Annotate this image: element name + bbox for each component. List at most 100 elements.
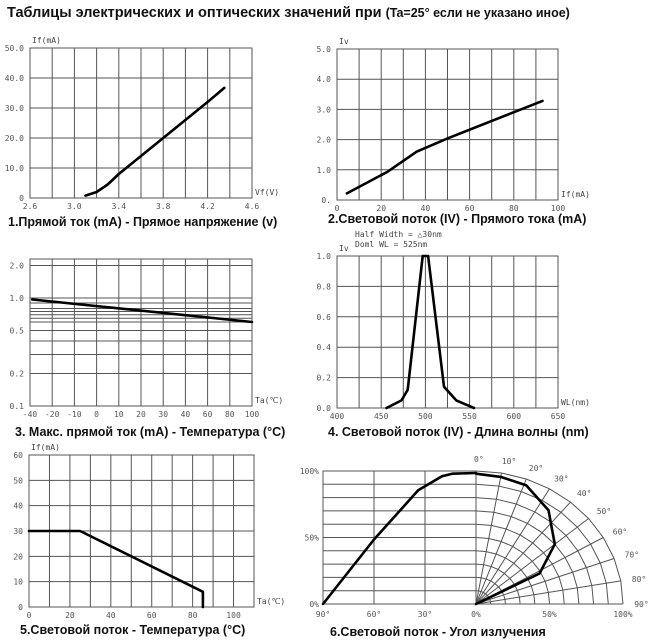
y-axis-label: If(mA): [32, 36, 61, 45]
title-condition: (Ta=25° если не указано иное): [386, 6, 570, 20]
series-line-left: [321, 471, 478, 606]
y-tick-label: 0.2: [317, 374, 332, 383]
angle-label: 70°: [625, 550, 639, 559]
x-tick-label: 550: [462, 412, 477, 421]
polar-ring: [475, 470, 624, 605]
y-tick-label: 2.0: [317, 136, 332, 145]
y-tick-label: 0.2: [10, 370, 25, 379]
y-tick-label: 0: [19, 194, 24, 203]
y-tick-label: 0.5: [10, 327, 25, 336]
y-tick-label: 10: [13, 578, 23, 587]
angle-label: 50°: [597, 507, 611, 516]
x-tick-label: 80: [509, 204, 519, 213]
y-tick-label: 30.0: [5, 104, 24, 113]
annotation: Doml WL = 525nm: [355, 240, 427, 249]
y-tick-label: 1.0: [317, 166, 332, 175]
y-tick-label: 0: [18, 603, 23, 612]
series-line: [345, 99, 544, 195]
x-axis-label: WL(nm): [561, 398, 590, 407]
polar-ring: [475, 563, 521, 605]
y-tick-label: 40.0: [5, 74, 24, 83]
polar-ring: [475, 510, 580, 605]
y-tick-label: 50%: [305, 534, 320, 543]
x-tick-label: 100: [245, 410, 260, 419]
angle-label: 20°: [529, 464, 543, 473]
polar-ring: [475, 497, 595, 605]
x-tick-label: 10: [114, 410, 124, 419]
radial-tick-label: 50%: [542, 610, 557, 619]
y-tick-label: 1.0: [10, 294, 25, 303]
y-tick-label: 20.0: [5, 134, 24, 143]
series-line: [30, 298, 254, 324]
y-tick-label: 0%: [309, 600, 319, 609]
y-tick-label: 50: [13, 476, 23, 485]
series-line: [27, 529, 205, 609]
chart-3: -40 -20 -10 0 10 20 30 40 60 80 100 0.1 0.2 0.5 1.0 2.0…: [10, 258, 285, 439]
chart-caption: 4. Световой поток (IV) - Длина волны (nm…: [328, 425, 589, 439]
chart-caption: 6.Световой поток - Угол излучения: [330, 625, 546, 639]
annotation: Half Width = △30nm: [355, 230, 442, 239]
angle-label: 0°: [474, 455, 484, 464]
x-tick-label: 30: [158, 410, 168, 419]
y-tick-label: 0.4: [317, 343, 332, 352]
polar-ring: [475, 523, 565, 605]
x-tick-label: 60°: [367, 610, 381, 619]
y-tick-label: 1.0: [317, 252, 332, 261]
y-tick-label: 0.8: [317, 282, 332, 291]
x-tick-label: 3.8: [156, 202, 171, 211]
series-line: [84, 86, 226, 197]
y-tick-label: 0.0: [317, 404, 332, 413]
x-tick-label: 20: [136, 410, 146, 419]
x-tick-label: 20: [65, 611, 75, 620]
x-tick-label: 600: [507, 412, 522, 421]
x-axis-label: Vf(V): [255, 188, 279, 197]
x-tick-label: 2.6: [23, 202, 38, 211]
angle-label: 90°: [634, 600, 648, 609]
chart-caption: 3. Макс. прямой ток (mA) - Температура (…: [15, 425, 285, 439]
y-tick-label: 4.0: [317, 75, 332, 84]
x-axis-label: Ta(℃): [257, 597, 285, 606]
x-tick-label: 0: [335, 204, 340, 213]
chart-4: 400 450 500 550 600 650 0.0 0.2 0.4 0.6 0.8 1.0 Iv WL…: [317, 230, 590, 439]
y-tick-label: 60: [13, 451, 23, 460]
chart-6: 100%50%0%90° 60° 30°0° 10°20°30°40°50°60°70…: [300, 455, 649, 639]
y-tick-label: 30: [13, 527, 23, 536]
radial-tick-label: 0%: [471, 610, 481, 619]
y-tick-label: 5.0: [317, 45, 332, 54]
x-tick-label: 80: [225, 410, 235, 419]
x-tick-label: -20: [45, 410, 60, 419]
radial-tick-label: 100%: [613, 610, 632, 619]
y-tick-label: 10.0: [5, 164, 24, 173]
x-tick-label: 60: [203, 410, 213, 419]
x-tick-label: 0: [94, 410, 99, 419]
y-tick-label: 0.6: [317, 313, 332, 322]
x-tick-label: 40: [421, 204, 431, 213]
x-tick-label: 0: [27, 611, 32, 620]
angle-label: 60°: [613, 528, 627, 537]
chart-caption: 2.Световой поток (IV) - Прямого тока (mA…: [328, 212, 586, 226]
polar-ring: [475, 483, 609, 605]
x-tick-label: 90°: [316, 610, 330, 619]
chart-5: 0 20 40 60 80 100 0 10 20 30 40 50 60 If(mA) Ta(℃) 5.Св…: [13, 443, 285, 637]
x-tick-label: 40: [181, 410, 191, 419]
angle-label: 80°: [632, 575, 646, 584]
x-tick-label: 30°: [418, 610, 432, 619]
x-tick-label: 400: [330, 412, 345, 421]
polar-ring: [475, 537, 550, 605]
x-tick-label: 60: [147, 611, 157, 620]
x-tick-label: 450: [374, 412, 389, 421]
y-tick-label: 0.1: [10, 402, 25, 411]
y-tick-label: 50.0: [5, 44, 24, 53]
y-axis-label: If(mA): [31, 443, 60, 452]
x-tick-label: 60: [465, 204, 475, 213]
y-axis-label: Iv: [339, 37, 349, 46]
x-tick-label: 3.0: [67, 202, 82, 211]
y-axis-label: Iv: [339, 244, 349, 253]
x-tick-label: 100: [551, 204, 566, 213]
x-tick-label: 40: [106, 611, 116, 620]
y-tick-label: 2.0: [10, 262, 25, 271]
angle-label: 30°: [554, 474, 568, 483]
x-tick-label: -10: [67, 410, 82, 419]
x-tick-label: 4.2: [200, 202, 215, 211]
polar-ring: [475, 590, 492, 605]
